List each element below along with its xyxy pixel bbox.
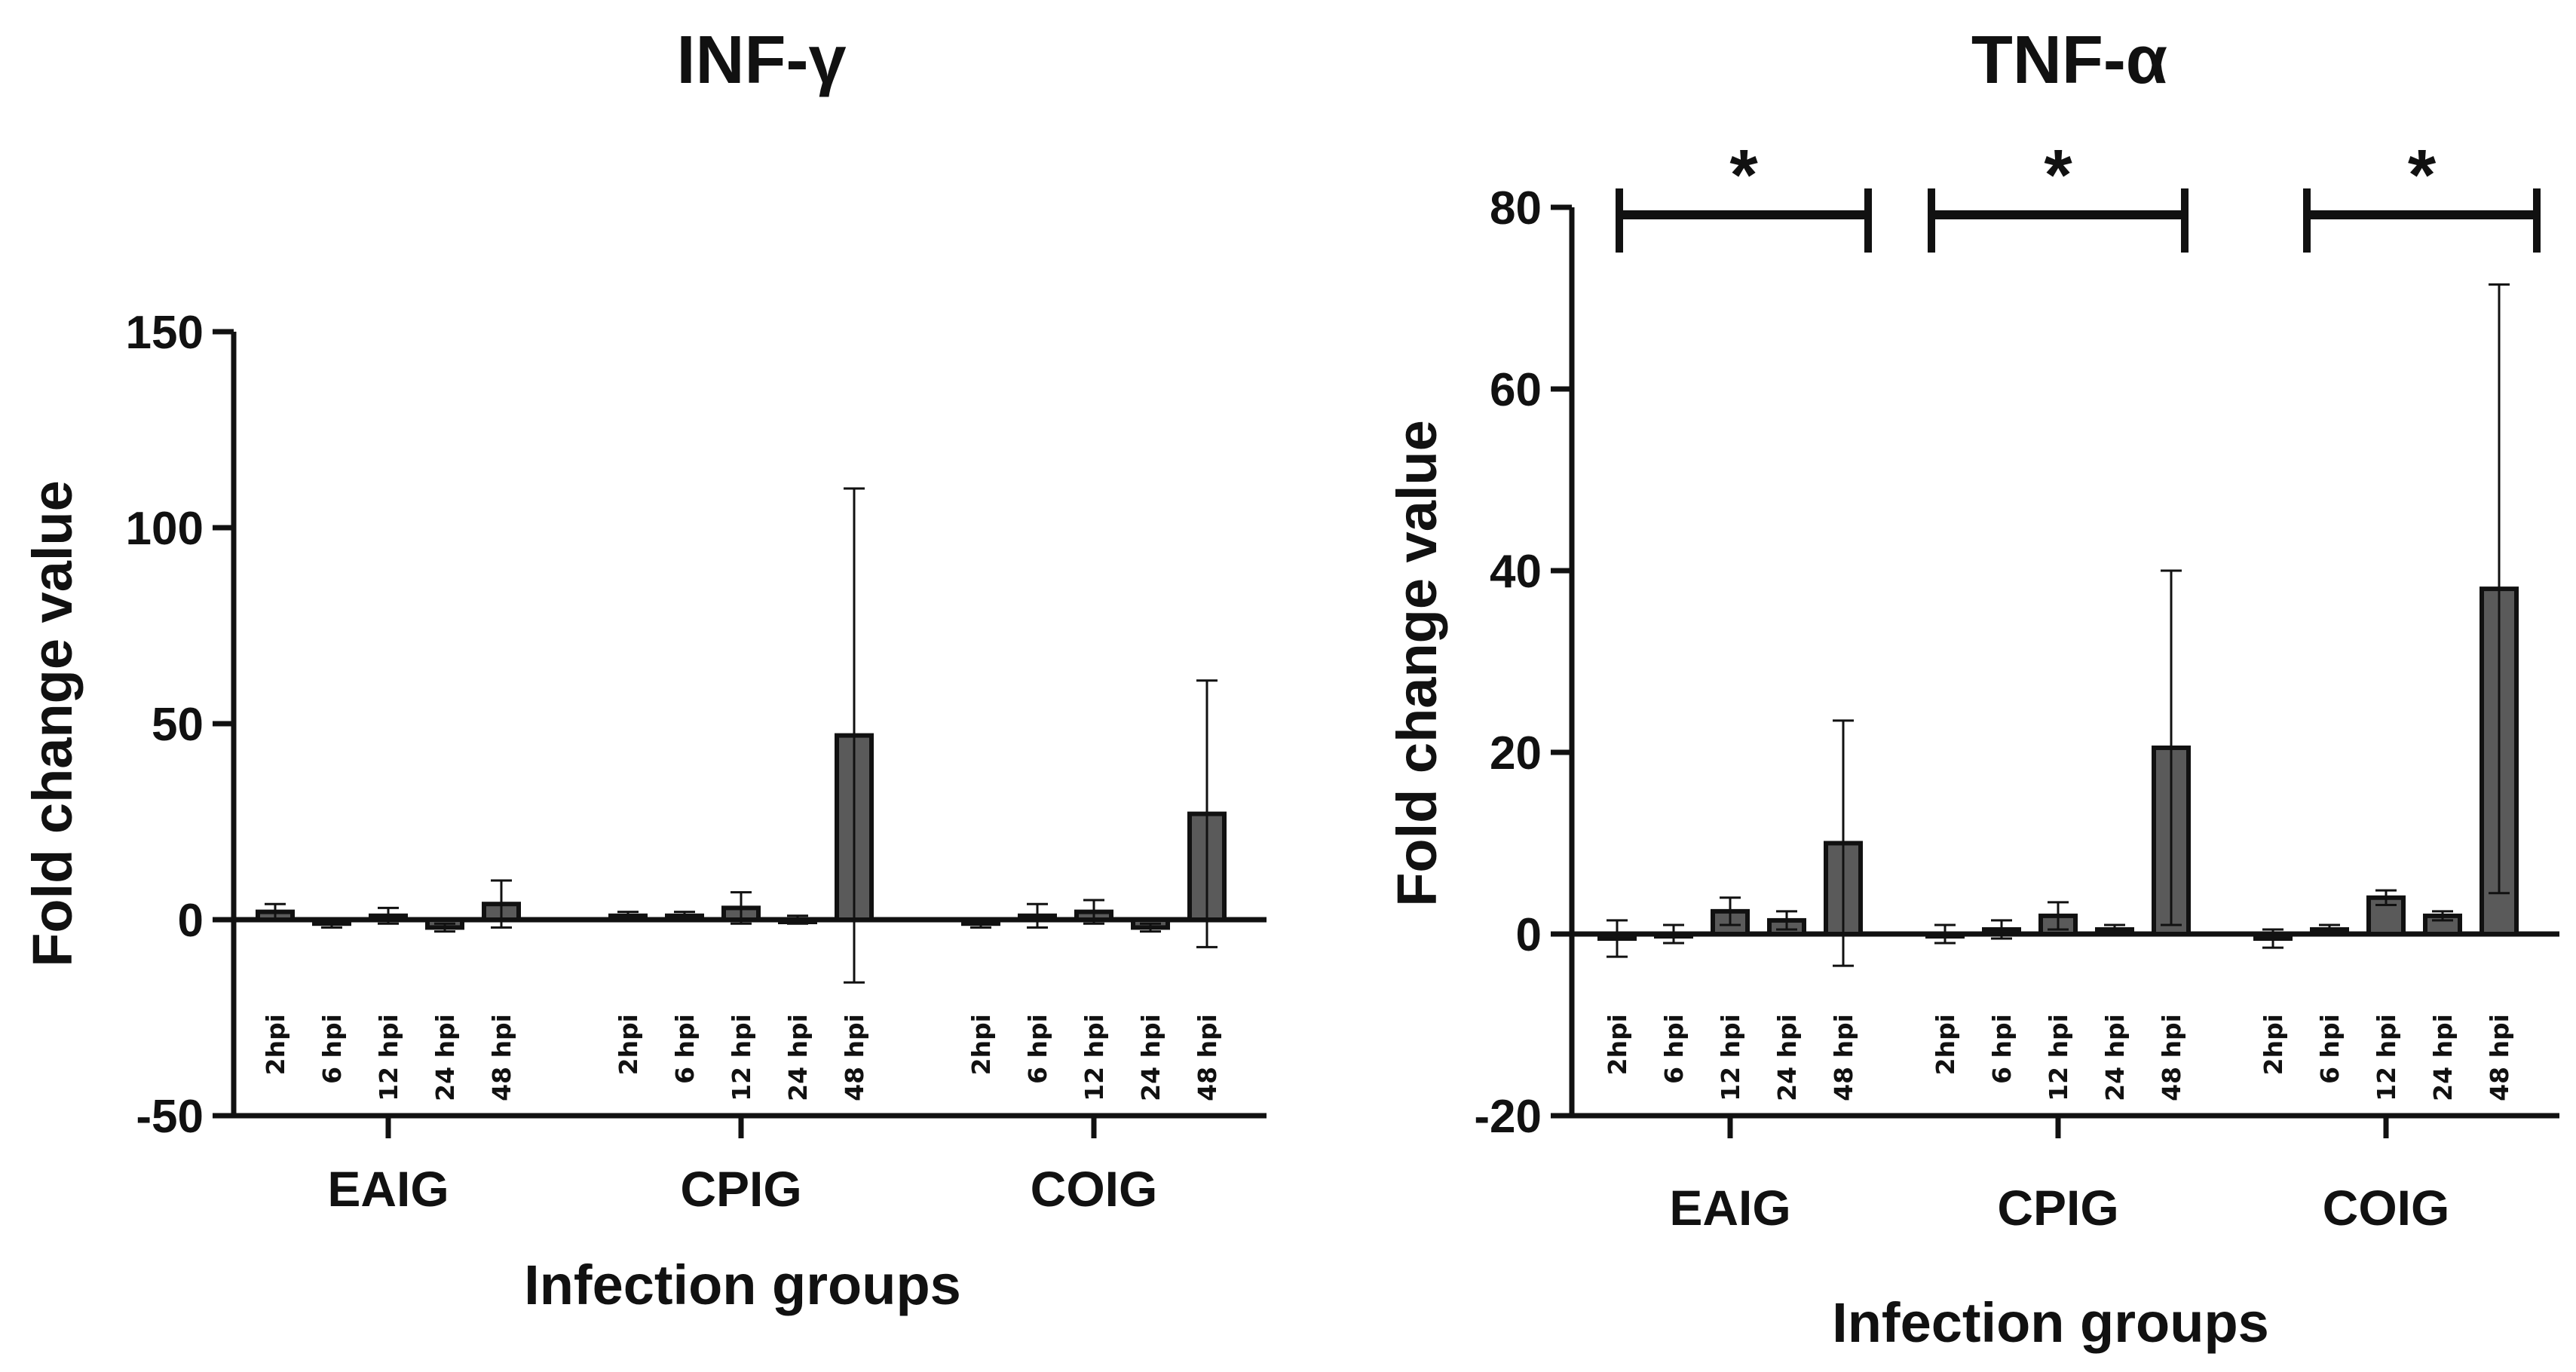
x-axis-title: Infection groups	[1832, 1291, 2269, 1354]
x-category-label: 12 hpi	[727, 1014, 756, 1101]
x-category-label: 24 hpi	[1772, 1014, 1802, 1101]
y-tick-label: -20	[1474, 1091, 1542, 1143]
x-category-label: 2hpi	[1603, 1014, 1632, 1075]
chart-1: TNF-α -20 0 20 40 60 80 Fold change value Infect…	[1386, 23, 2559, 1354]
x-category-label: 12 hpi	[1716, 1014, 1745, 1101]
y-tick-label: 0	[1516, 909, 1542, 961]
y-tick-label: 100	[126, 503, 204, 555]
significance-star: *	[2408, 135, 2437, 216]
x-group-label: CPIG	[680, 1161, 801, 1217]
x-group-label: EAIG	[327, 1161, 449, 1217]
x-category-label: 24 hpi	[2100, 1014, 2130, 1101]
y-tick-label: 0	[178, 895, 204, 947]
x-category-label: 12 hpi	[374, 1014, 403, 1101]
x-category-label: 24 hpi	[2428, 1014, 2458, 1101]
chart-title: INF-γ	[677, 23, 847, 98]
x-category-label: 6 hpi	[1023, 1014, 1052, 1084]
x-category-label: 24 hpi	[1136, 1014, 1165, 1101]
x-category-label: 48 hpi	[840, 1014, 869, 1101]
y-tick-label: 150	[126, 307, 204, 359]
x-group-label: COIG	[1031, 1161, 1158, 1217]
x-category-label: 48 hpi	[487, 1014, 516, 1101]
chart-title: TNF-α	[1971, 23, 2167, 98]
y-tick-label: -50	[136, 1091, 204, 1143]
y-axis-title: Fold change value	[1386, 420, 1448, 907]
y-tick-label: 40	[1490, 546, 1542, 598]
significance-star: *	[2044, 135, 2072, 216]
y-axis-title: Fold change value	[21, 480, 84, 967]
x-category-label: 48 hpi	[2157, 1014, 2186, 1101]
x-category-label: 6 hpi	[317, 1014, 347, 1084]
x-category-label: 2hpi	[614, 1014, 643, 1075]
x-category-label: 6 hpi	[1659, 1014, 1689, 1084]
x-group-label: EAIG	[1669, 1180, 1790, 1236]
x-category-label: 48 hpi	[1193, 1014, 1222, 1101]
x-category-label: 6 hpi	[2315, 1014, 2345, 1084]
x-category-label: 48 hpi	[2485, 1014, 2514, 1101]
x-category-label: 24 hpi	[783, 1014, 813, 1101]
y-tick-label: 50	[152, 699, 204, 751]
x-category-label: 2hpi	[261, 1014, 290, 1075]
x-group-label: CPIG	[1997, 1180, 2118, 1236]
x-group-label: COIG	[2323, 1180, 2450, 1236]
x-category-label: 48 hpi	[1829, 1014, 1858, 1101]
x-category-label: 12 hpi	[2044, 1014, 2073, 1101]
x-category-label: 12 hpi	[2372, 1014, 2401, 1101]
x-category-label: 6 hpi	[670, 1014, 700, 1084]
significance-star: *	[1729, 135, 1758, 216]
y-tick-label: 20	[1490, 727, 1542, 779]
x-axis-title: Infection groups	[524, 1254, 961, 1316]
x-category-label: 12 hpi	[1080, 1014, 1109, 1101]
x-category-label: 2hpi	[2259, 1014, 2288, 1075]
x-category-label: 2hpi	[966, 1014, 996, 1075]
x-category-label: 2hpi	[1931, 1014, 1960, 1075]
y-tick-label: 60	[1490, 364, 1542, 416]
y-tick-label: 80	[1490, 182, 1542, 234]
x-category-label: 6 hpi	[1987, 1014, 2017, 1084]
x-category-label: 24 hpi	[430, 1014, 460, 1101]
chart-0: INF-γ -50 0 50 100 150 Fold change value Infect…	[21, 23, 1267, 1316]
